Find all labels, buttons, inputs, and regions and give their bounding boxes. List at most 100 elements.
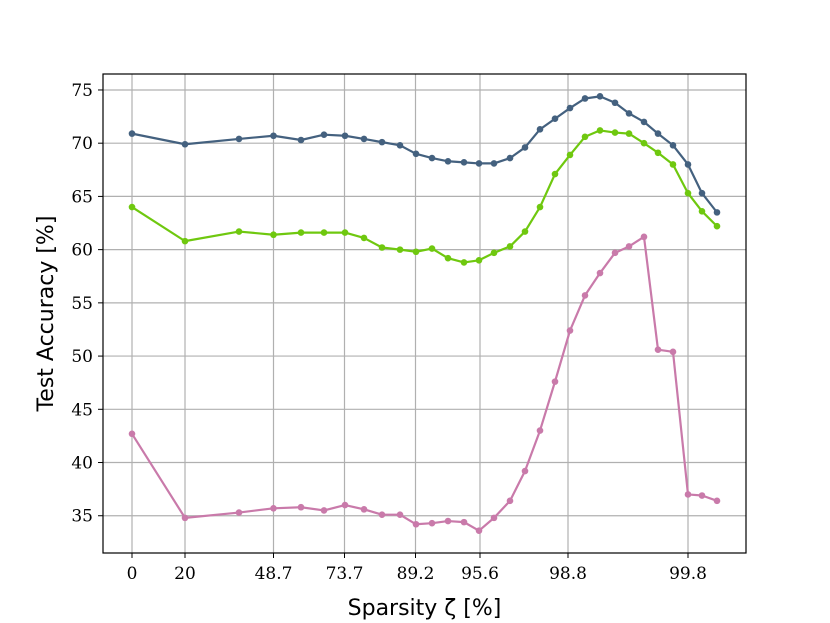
series-3-point xyxy=(566,327,574,334)
y-tick-label: 35 xyxy=(71,507,93,527)
series-3-point xyxy=(297,503,305,511)
series-1-point xyxy=(521,144,529,151)
series-3-point xyxy=(536,427,544,434)
series-2-point xyxy=(444,254,452,262)
series-3-point xyxy=(270,504,277,512)
series-2-point xyxy=(341,229,349,236)
series-3-point xyxy=(654,346,662,353)
series-1-point xyxy=(611,99,619,107)
series-1-point xyxy=(444,157,452,165)
series-1-point xyxy=(378,138,386,146)
series-3-point xyxy=(360,506,368,513)
series-2-point xyxy=(625,130,633,137)
x-tick-label: 73.7 xyxy=(326,564,364,584)
series-2-point xyxy=(698,208,706,215)
series-1-point xyxy=(669,142,677,149)
x-tick-label: 98.8 xyxy=(549,564,587,584)
series-2-point xyxy=(360,234,368,242)
series-2-point xyxy=(611,129,619,136)
series-3-point xyxy=(625,243,633,250)
series-2-point xyxy=(475,256,483,264)
series-2-point xyxy=(270,231,277,239)
series-2-point xyxy=(536,203,544,211)
series-1-point xyxy=(412,150,420,158)
series-2-point xyxy=(713,222,721,230)
y-tick-label: 70 xyxy=(71,134,93,154)
series-2-point xyxy=(412,248,420,256)
series-3-point xyxy=(521,467,529,475)
series-2-point xyxy=(640,139,648,147)
series-3-point xyxy=(396,511,404,518)
y-tick-label: 55 xyxy=(71,294,93,314)
series-1-point xyxy=(566,104,574,112)
series-1-point xyxy=(684,161,692,168)
series-3-point xyxy=(444,517,452,525)
series-2-point xyxy=(490,249,498,257)
x-tick-label: 95.6 xyxy=(461,564,499,584)
y-tick-label: 75 xyxy=(71,81,93,101)
series-3-point xyxy=(460,518,468,526)
series-2-point xyxy=(128,203,136,211)
series-2-point xyxy=(460,259,468,266)
series-2-point xyxy=(596,127,604,134)
series-3-point xyxy=(128,430,136,438)
y-tick-label: 45 xyxy=(71,400,93,420)
y-tick-label: 60 xyxy=(71,241,93,261)
series-layer xyxy=(128,93,721,534)
series-1-point xyxy=(181,140,189,148)
series-1-point xyxy=(396,142,404,149)
y-tick-label: 40 xyxy=(71,454,93,474)
x-tick-label: 20 xyxy=(174,564,196,584)
series-1-point xyxy=(596,93,604,100)
series-1-point xyxy=(654,130,662,137)
series-1-point xyxy=(320,131,328,138)
series-1-point xyxy=(551,115,559,123)
series-2-point xyxy=(669,161,677,168)
series-2-point xyxy=(581,133,589,141)
series-3-point xyxy=(341,501,349,509)
series-2-point xyxy=(181,237,189,245)
series-2-point xyxy=(566,151,574,159)
series-1-point xyxy=(625,110,633,117)
series-3-point xyxy=(669,348,677,356)
y-tick-label: 65 xyxy=(71,187,93,207)
x-tick-label: 89.2 xyxy=(397,564,435,584)
series-3-point xyxy=(181,514,189,522)
series-3-point xyxy=(475,527,483,534)
y-tick-label: 50 xyxy=(71,347,93,367)
series-2-point xyxy=(428,245,436,252)
series-2-point xyxy=(297,229,305,236)
series-1-point xyxy=(460,159,468,166)
x-tick-label: 48.7 xyxy=(255,564,293,584)
series-3-point xyxy=(506,497,514,505)
series-line-3 xyxy=(131,235,718,532)
series-1-point xyxy=(428,154,436,162)
series-1-point xyxy=(713,209,721,216)
x-axis-label: Sparsity ζ [%] xyxy=(348,596,502,621)
ticks: 0 20 48.7 73.7 89.2 95.6 98.8 99.8 35 40 45 50 55 60 6… xyxy=(71,81,707,584)
series-3-point xyxy=(713,497,721,505)
y-axis-label: Test Accuracy [%] xyxy=(34,216,59,413)
series-3-point xyxy=(490,514,498,522)
series-1-point xyxy=(128,130,136,137)
series-3-point xyxy=(581,292,589,299)
series-3-point xyxy=(596,269,604,277)
series-3-point xyxy=(428,519,436,527)
series-1-point xyxy=(297,136,305,144)
series-2-point xyxy=(551,170,559,178)
series-2-point xyxy=(654,149,662,157)
series-3-point xyxy=(698,492,706,499)
series-2-point xyxy=(320,229,328,236)
series-3-point xyxy=(611,249,619,257)
series-2-point xyxy=(235,228,243,235)
series-3-point xyxy=(320,507,328,514)
series-1-point xyxy=(506,154,514,162)
series-1-point xyxy=(360,135,368,143)
series-2-point xyxy=(396,246,404,253)
series-2-point xyxy=(521,228,529,235)
series-1-point xyxy=(475,160,483,167)
series-3-point xyxy=(640,233,648,241)
series-3-point xyxy=(378,511,386,518)
series-3-point xyxy=(684,491,692,498)
